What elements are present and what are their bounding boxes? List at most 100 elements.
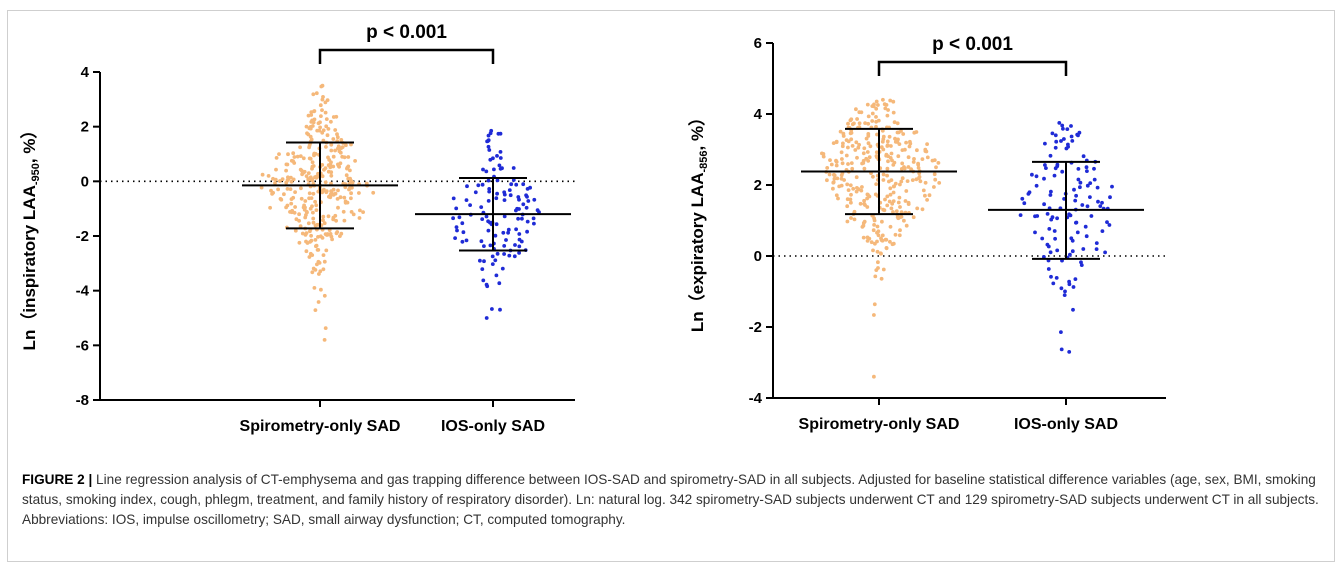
data-point [857,142,861,147]
data-point [309,233,313,238]
data-point [311,216,316,221]
data-point [871,174,875,179]
data-point [876,103,880,107]
data-point [873,192,878,197]
data-point [849,161,854,166]
data-point [1081,247,1086,251]
data-point [839,176,844,181]
data-point [506,230,510,235]
data-point [344,143,348,148]
data-point [324,124,329,129]
data-point [309,113,314,117]
data-point [292,155,297,159]
data-point [888,224,893,229]
data-point [498,156,503,160]
data-point [512,254,517,259]
data-point [1085,183,1090,188]
data-point [331,115,336,119]
data-point [854,107,858,112]
data-point [321,138,326,143]
data-point [840,157,844,161]
data-point [845,204,850,209]
data-point [328,192,333,197]
data-point [907,144,912,149]
data-point [873,274,878,279]
data-point [517,232,522,236]
data-point [825,178,829,183]
figure-caption: FIGURE 2 | Line regression analysis of C… [22,470,1322,530]
data-point [289,201,294,206]
data-point [859,188,864,193]
data-point [846,162,850,166]
data-point [325,133,330,138]
data-point [1046,267,1051,271]
data-point [902,218,906,223]
data-point [841,131,846,136]
data-point [916,162,921,167]
data-point [845,197,850,202]
data-point [304,124,309,129]
data-point [872,223,876,227]
data-point [889,206,894,211]
data-point [313,199,317,204]
data-point [834,163,839,168]
data-point [507,253,512,258]
data-point [890,242,895,247]
data-point [486,199,491,203]
data-point [850,144,855,148]
data-point [511,166,516,170]
data-point [349,178,353,183]
data-point [844,153,849,158]
data-point [869,240,874,245]
p-value-label: p < 0.001 [366,22,447,43]
data-point [854,189,859,194]
data-point [454,225,459,230]
data-point [323,180,328,185]
data-point [849,216,853,220]
data-point [858,201,863,206]
data-point [497,281,502,286]
data-point [881,178,886,182]
data-point [1052,229,1057,233]
data-point [316,248,321,252]
data-point [879,251,883,256]
data-point [308,251,313,256]
data-point [895,121,900,126]
data-point [828,158,832,163]
data-point [876,229,881,234]
data-point [1084,234,1089,239]
data-point [453,236,457,241]
data-point [1072,187,1076,192]
data-point [339,146,344,151]
data-point [874,106,879,111]
data-point [514,227,518,232]
data-point [351,212,356,217]
data-point [920,157,925,162]
data-point [460,239,465,244]
data-point [500,266,505,271]
data-point [532,221,536,226]
data-point [885,173,889,178]
data-point [827,172,832,177]
data-point [284,168,288,173]
data-point [1044,166,1048,171]
data-point [486,144,491,149]
data-point [476,183,481,188]
data-point [481,278,486,283]
data-point [852,217,857,222]
data-point [1085,204,1090,209]
data-point [293,228,298,233]
data-point [1053,133,1058,138]
data-point [881,97,885,102]
data-point [532,197,537,202]
data-point [921,188,926,193]
x-category-label: Spirometry-only SAD [799,416,960,433]
data-point [1050,131,1055,136]
data-point [876,118,881,123]
data-point [317,128,322,133]
data-point [371,190,376,195]
data-point [1059,347,1064,352]
data-point [303,199,308,203]
data-point [502,198,507,203]
data-point [358,208,362,213]
